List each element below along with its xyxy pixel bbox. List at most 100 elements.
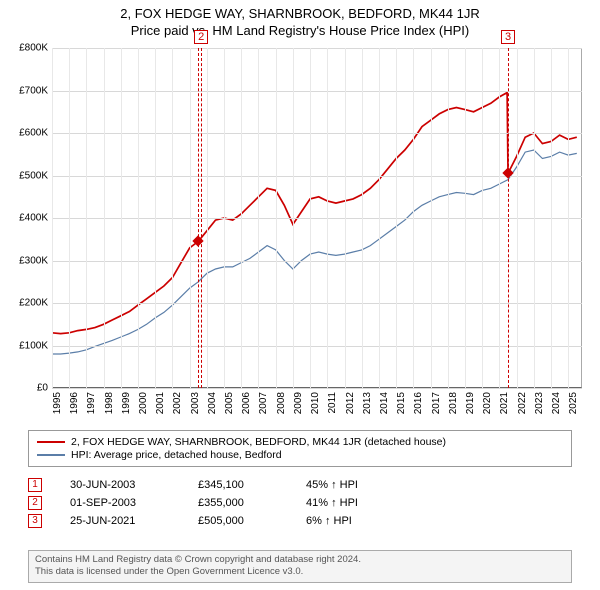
x-axis-label: 1995 bbox=[52, 392, 63, 414]
x-axis-label: 2019 bbox=[465, 392, 476, 414]
x-axis-label: 2024 bbox=[551, 392, 562, 414]
y-axis-label: £700K bbox=[19, 85, 48, 96]
gridline-h bbox=[52, 133, 582, 134]
x-axis-label: 1998 bbox=[104, 392, 115, 414]
x-axis-label: 2000 bbox=[138, 392, 149, 414]
gridline-h bbox=[52, 261, 582, 262]
gridline-h bbox=[52, 303, 582, 304]
event-row-pct: 45% ↑ HPI bbox=[306, 479, 386, 491]
gridline-v bbox=[224, 48, 225, 388]
gridline-h bbox=[52, 346, 582, 347]
gridline-h bbox=[52, 48, 582, 49]
x-axis-label: 2004 bbox=[207, 392, 218, 414]
event-row: 2 01-SEP-2003 £355,000 41% ↑ HPI bbox=[28, 496, 572, 510]
x-axis-label: 2023 bbox=[534, 392, 545, 414]
x-axis-label: 2020 bbox=[482, 392, 493, 414]
x-axis-label: 1997 bbox=[86, 392, 97, 414]
event-row-price: £355,000 bbox=[198, 497, 278, 509]
x-axis-label: 2014 bbox=[379, 392, 390, 414]
x-axis-label: 2007 bbox=[258, 392, 269, 414]
x-axis-label: 2021 bbox=[499, 392, 510, 414]
x-axis-label: 2006 bbox=[241, 392, 252, 414]
x-axis-label: 1996 bbox=[69, 392, 80, 414]
series-property bbox=[52, 93, 577, 334]
gridline-v bbox=[327, 48, 328, 388]
page: 2, FOX HEDGE WAY, SHARNBROOK, BEDFORD, M… bbox=[0, 0, 600, 590]
gridline-v bbox=[448, 48, 449, 388]
x-axis-label: 2003 bbox=[190, 392, 201, 414]
y-axis-label: £800K bbox=[19, 43, 48, 54]
y-axis-label: £300K bbox=[19, 255, 48, 266]
legend-swatch bbox=[37, 454, 65, 456]
gridline-v bbox=[534, 48, 535, 388]
gridline-h bbox=[52, 91, 582, 92]
gridline-v bbox=[431, 48, 432, 388]
x-axis-label: 2012 bbox=[345, 392, 356, 414]
gridline-v bbox=[172, 48, 173, 388]
event-row: 3 25-JUN-2021 £505,000 6% ↑ HPI bbox=[28, 514, 572, 528]
gridline-v bbox=[345, 48, 346, 388]
event-row-date: 25-JUN-2021 bbox=[70, 515, 170, 527]
y-axis-label: £200K bbox=[19, 298, 48, 309]
gridline-h bbox=[52, 388, 582, 389]
gridline-v bbox=[517, 48, 518, 388]
event-line bbox=[198, 48, 199, 388]
footer-line1: Contains HM Land Registry data © Crown c… bbox=[35, 554, 565, 566]
x-axis-label: 2022 bbox=[517, 392, 528, 414]
gridline-v bbox=[499, 48, 500, 388]
gridline-v bbox=[413, 48, 414, 388]
x-axis-label: 2018 bbox=[448, 392, 459, 414]
gridline-v bbox=[276, 48, 277, 388]
x-axis-label: 2015 bbox=[396, 392, 407, 414]
gridline-v bbox=[155, 48, 156, 388]
event-row-price: £505,000 bbox=[198, 515, 278, 527]
gridline-v bbox=[121, 48, 122, 388]
gridline-v bbox=[86, 48, 87, 388]
x-axis-label: 2016 bbox=[413, 392, 424, 414]
series-hpi bbox=[52, 150, 577, 354]
legend-label: HPI: Average price, detached house, Bedf… bbox=[71, 449, 282, 461]
x-axis-label: 2013 bbox=[362, 392, 373, 414]
gridline-v bbox=[241, 48, 242, 388]
event-row-pct: 6% ↑ HPI bbox=[306, 515, 386, 527]
footer-attribution: Contains HM Land Registry data © Crown c… bbox=[28, 550, 572, 583]
footer-line2: This data is licensed under the Open Gov… bbox=[35, 566, 565, 578]
gridline-v bbox=[568, 48, 569, 388]
events-table: 130-JUN-2003£345,10045% ↑ HPI201-SEP-200… bbox=[28, 474, 572, 532]
event-line bbox=[201, 48, 202, 388]
x-axis-label: 2017 bbox=[431, 392, 442, 414]
price-chart: £0£100K£200K£300K£400K£500K£600K£700K£80… bbox=[52, 48, 582, 388]
gridline-v bbox=[465, 48, 466, 388]
title-address: 2, FOX HEDGE WAY, SHARNBROOK, BEDFORD, M… bbox=[0, 6, 600, 21]
gridline-v bbox=[138, 48, 139, 388]
legend-swatch bbox=[37, 441, 65, 443]
event-row-number: 2 bbox=[28, 496, 42, 510]
gridline-v bbox=[190, 48, 191, 388]
event-row-number: 1 bbox=[28, 478, 42, 492]
y-axis-label: £600K bbox=[19, 128, 48, 139]
event-number-box: 2 bbox=[194, 30, 208, 44]
gridline-v bbox=[551, 48, 552, 388]
gridline-v bbox=[104, 48, 105, 388]
event-row-number: 3 bbox=[28, 514, 42, 528]
legend-item: HPI: Average price, detached house, Bedf… bbox=[37, 449, 563, 461]
gridline-h bbox=[52, 218, 582, 219]
gridline-v bbox=[396, 48, 397, 388]
gridline-h bbox=[52, 176, 582, 177]
y-axis-label: £100K bbox=[19, 340, 48, 351]
y-axis-label: £0 bbox=[37, 383, 48, 394]
event-number-box: 3 bbox=[501, 30, 515, 44]
event-row-pct: 41% ↑ HPI bbox=[306, 497, 386, 509]
x-axis-label: 2002 bbox=[172, 392, 183, 414]
x-axis-label: 1999 bbox=[121, 392, 132, 414]
x-axis-label: 2011 bbox=[327, 392, 338, 414]
event-row-date: 01-SEP-2003 bbox=[70, 497, 170, 509]
x-axis-label: 2008 bbox=[276, 392, 287, 414]
x-axis-label: 2005 bbox=[224, 392, 235, 414]
legend-item: 2, FOX HEDGE WAY, SHARNBROOK, BEDFORD, M… bbox=[37, 436, 563, 448]
event-row-date: 30-JUN-2003 bbox=[70, 479, 170, 491]
gridline-v bbox=[207, 48, 208, 388]
gridline-v bbox=[69, 48, 70, 388]
gridline-v bbox=[362, 48, 363, 388]
legend-label: 2, FOX HEDGE WAY, SHARNBROOK, BEDFORD, M… bbox=[71, 436, 446, 448]
